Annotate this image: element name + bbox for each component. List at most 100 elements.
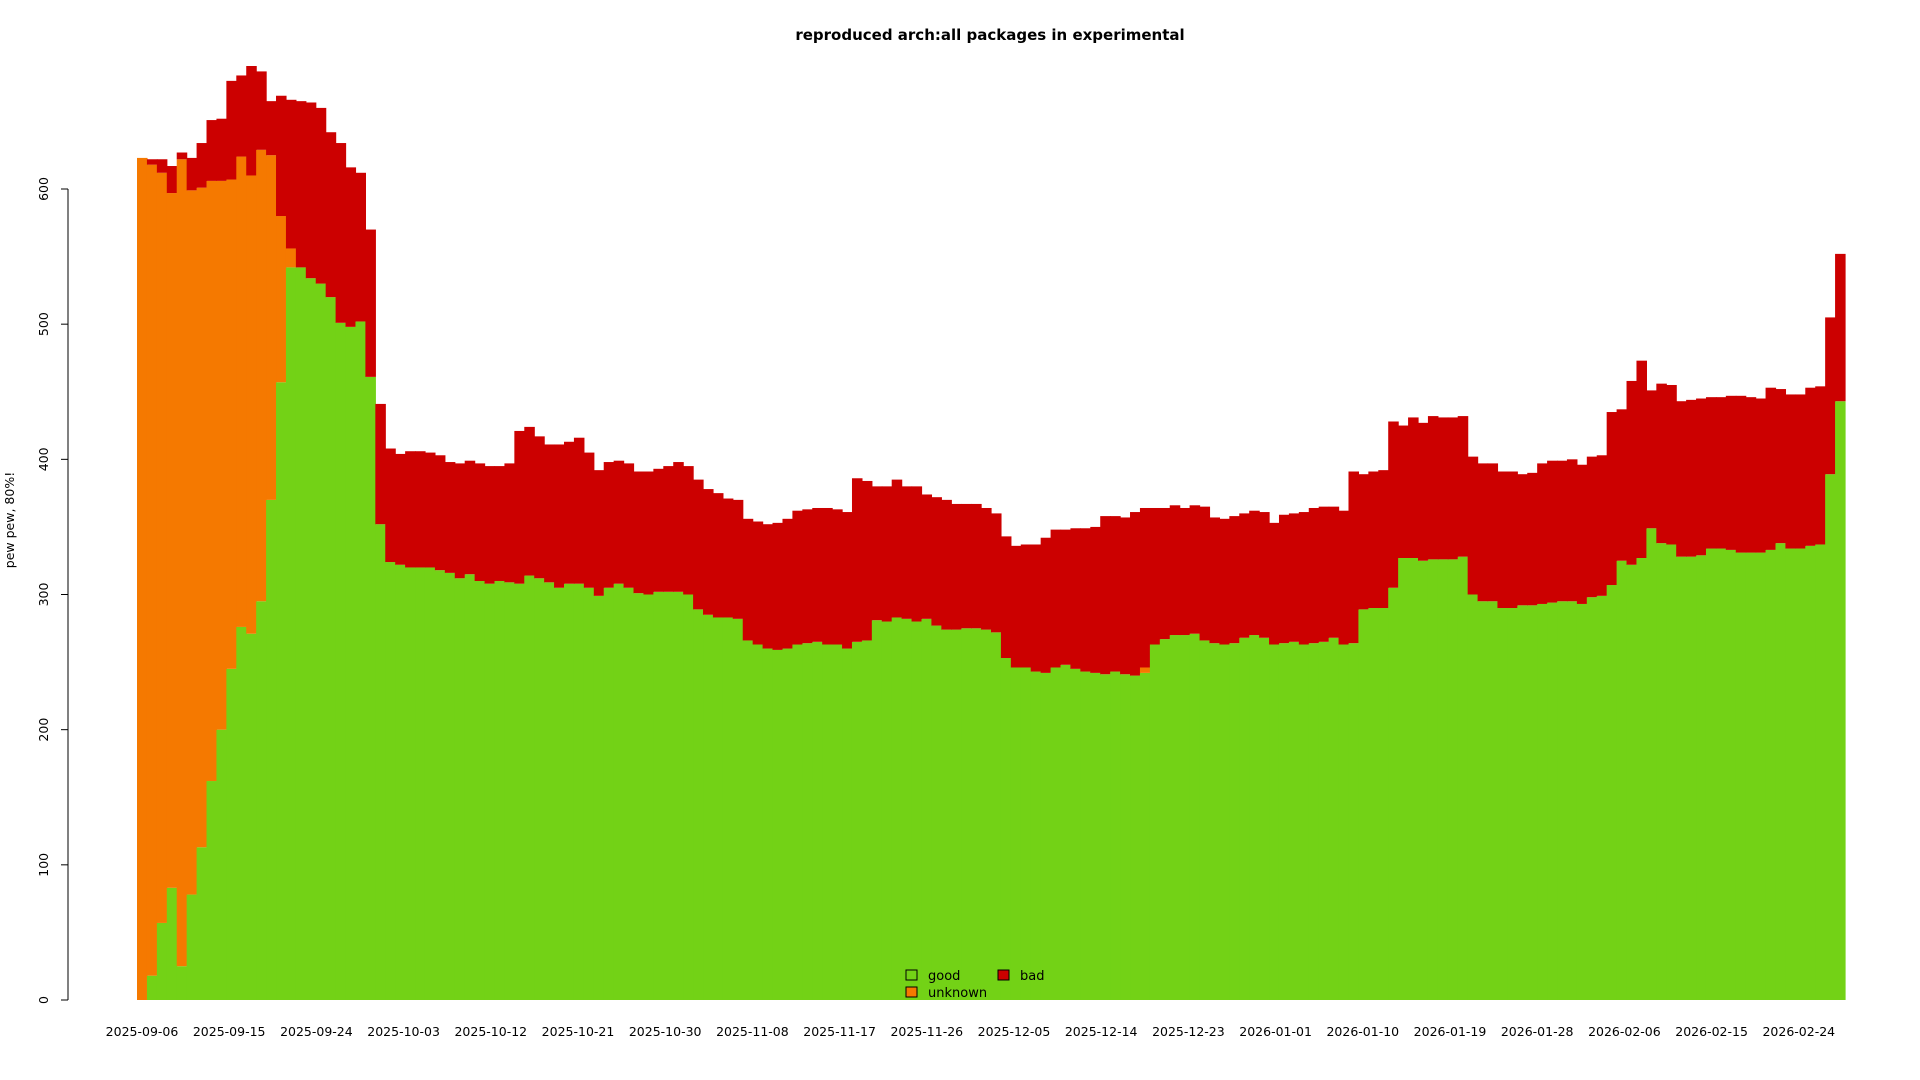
bar-good-159: [1715, 548, 1727, 1000]
bar-good-164: [1765, 549, 1777, 1000]
bar-good-107: [1199, 640, 1211, 1000]
bar-bad-159: [1715, 397, 1727, 549]
bar-bad-3: [166, 166, 178, 194]
bar-bad-93: [1060, 529, 1072, 665]
bar-good-61: [742, 640, 754, 1000]
bar-good-114: [1269, 644, 1280, 1000]
bar-good-59: [722, 617, 734, 1000]
bar-bad-156: [1686, 399, 1697, 557]
bar-bad-122: [1348, 471, 1360, 644]
bar-bad-82: [951, 503, 962, 630]
bar-bad-63: [762, 524, 774, 649]
y-tick-label: 400: [36, 447, 51, 471]
bar-good-158: [1705, 548, 1717, 1000]
bar-good-46: [593, 595, 605, 1000]
x-tick-label: 2025-11-26: [890, 1024, 963, 1039]
bar-good-111: [1239, 637, 1250, 1000]
bar-bad-171: [1835, 253, 1846, 402]
x-tick-label: 2025-12-23: [1152, 1024, 1225, 1039]
bar-good-43: [564, 583, 575, 1000]
bar-good-165: [1775, 543, 1787, 1000]
bar-bad-83: [961, 503, 972, 629]
bar-good-136: [1487, 601, 1499, 1000]
bar-bad-84: [971, 503, 982, 629]
bar-good-154: [1666, 544, 1677, 1000]
bar-good-142: [1547, 602, 1558, 1000]
x-tick-label: 2025-10-12: [454, 1024, 527, 1039]
bar-unknown-1: [146, 164, 158, 976]
bar-good-37: [504, 582, 515, 1000]
bar-good-12: [256, 601, 267, 1000]
legend-label-unknown: unknown: [928, 986, 987, 1001]
bar-bad-152: [1646, 390, 1657, 529]
bar-bad-28: [415, 451, 426, 568]
bar-bad-145: [1576, 464, 1588, 604]
bar-bad-98: [1110, 516, 1121, 672]
bar-bad-12: [256, 71, 267, 150]
bar-unknown-11: [246, 175, 257, 634]
bar-good-49: [623, 587, 635, 1000]
bar-bad-57: [703, 489, 714, 615]
bar-bad-142: [1547, 460, 1558, 603]
bar-bad-55: [683, 466, 694, 595]
bar-bad-38: [514, 430, 525, 584]
bar-good-151: [1636, 558, 1647, 1000]
bar-bad-90: [1030, 544, 1042, 672]
bar-bad-95: [1080, 528, 1091, 672]
bar-good-160: [1725, 549, 1737, 1000]
bar-bad-112: [1249, 510, 1260, 636]
bar-good-105: [1179, 635, 1191, 1000]
bar-good-4: [176, 966, 188, 1000]
x-tick-label: 2025-10-03: [367, 1024, 440, 1039]
bar-bad-58: [712, 493, 724, 618]
bar-good-16: [295, 267, 307, 1000]
bar-bad-10: [236, 75, 247, 157]
bar-bad-119: [1318, 506, 1330, 642]
bar-good-126: [1388, 587, 1399, 1000]
bar-bad-25: [385, 448, 396, 563]
bar-good-72: [851, 641, 863, 1000]
bar-good-5: [186, 894, 198, 1000]
bar-bad-21: [345, 167, 357, 327]
bar-bad-61: [742, 518, 754, 641]
bar-unknown-6: [196, 187, 208, 848]
bar-good-52: [653, 591, 664, 1000]
bar-bad-157: [1696, 398, 1707, 556]
bar-bad-101: [1139, 507, 1151, 668]
bar-unknown-9: [226, 179, 237, 669]
bar-bad-158: [1705, 397, 1717, 549]
bar-good-148: [1606, 585, 1618, 1000]
bar-good-65: [782, 648, 793, 1000]
bar-good-69: [822, 644, 833, 1000]
bar-bad-42: [554, 444, 565, 588]
bar-bad-50: [633, 471, 645, 594]
bar-bad-165: [1775, 389, 1787, 544]
bar-unknown-5: [186, 190, 198, 895]
bar-good-13: [266, 499, 277, 1000]
x-tick-label: 2025-10-21: [542, 1024, 615, 1039]
bar-good-75: [881, 621, 893, 1000]
bar-good-100: [1130, 675, 1141, 1000]
bar-bad-18: [315, 107, 327, 284]
x-axis: 2025-09-06 2025-09-15 2025-09-24 2025-10-03…: [106, 1024, 1835, 1039]
bar-bad-79: [921, 494, 933, 619]
bar-good-20: [335, 322, 347, 1000]
bar-good-6: [196, 847, 208, 1000]
bar-bad-23: [365, 229, 376, 377]
bar-good-139: [1517, 605, 1528, 1000]
bar-good-28: [415, 567, 426, 1000]
bar-good-41: [544, 582, 555, 1000]
bar-good-58: [712, 617, 724, 1000]
bar-bad-64: [772, 522, 784, 650]
bar-good-119: [1318, 641, 1330, 1000]
bar-good-44: [573, 583, 585, 1000]
y-tick-label: 100: [36, 853, 51, 877]
bar-bad-104: [1169, 505, 1181, 636]
bar-bad-8: [216, 118, 227, 181]
bar-bad-139: [1517, 474, 1528, 606]
bar-bad-56: [693, 479, 704, 610]
bar-unknown-7: [206, 180, 218, 782]
legend-swatch-bad: [997, 969, 1010, 981]
bar-good-33: [464, 574, 476, 1000]
bar-bad-153: [1656, 383, 1667, 544]
